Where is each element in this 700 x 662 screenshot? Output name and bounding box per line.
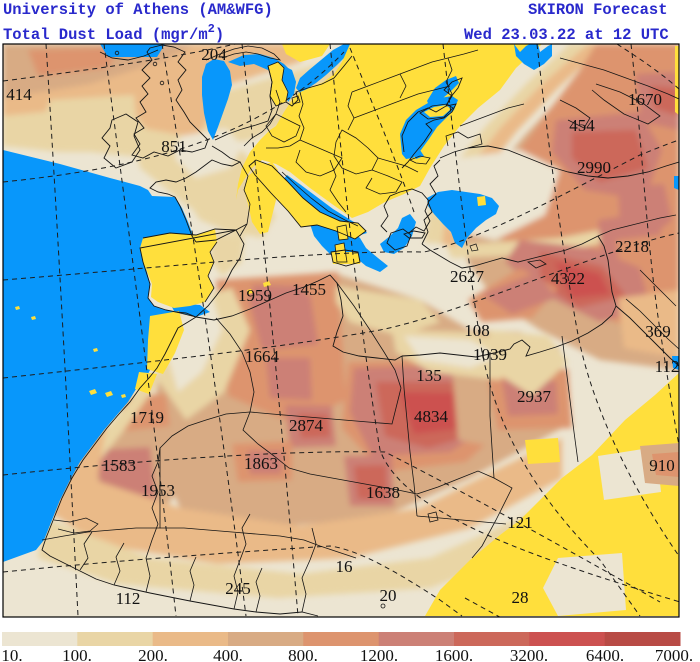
svg-text:851: 851	[161, 137, 187, 156]
svg-text:910: 910	[649, 456, 675, 475]
svg-text:16: 16	[336, 557, 353, 576]
svg-text:108: 108	[464, 321, 490, 340]
svg-text:1664: 1664	[245, 347, 280, 366]
svg-text:369: 369	[645, 322, 671, 341]
svg-text:2990: 2990	[577, 158, 611, 177]
svg-text:28: 28	[512, 588, 529, 607]
svg-text:121: 121	[507, 513, 533, 532]
svg-text:112: 112	[655, 357, 680, 376]
svg-text:10.: 10.	[1, 646, 22, 662]
svg-text:1719: 1719	[130, 408, 164, 427]
svg-text:2627: 2627	[450, 267, 485, 286]
svg-text:1959: 1959	[238, 286, 272, 305]
svg-text:204: 204	[201, 45, 227, 64]
svg-text:200.: 200.	[138, 646, 168, 662]
svg-text:Total Dust Load (mgr/m2): Total Dust Load (mgr/m2)	[3, 22, 224, 44]
svg-text:1455: 1455	[292, 280, 326, 299]
svg-text:6400.: 6400.	[586, 646, 624, 662]
svg-text:454: 454	[569, 116, 595, 135]
svg-text:1638: 1638	[366, 483, 400, 502]
svg-text:2874: 2874	[289, 416, 324, 435]
svg-text:20: 20	[380, 586, 397, 605]
svg-text:1200.: 1200.	[360, 646, 398, 662]
svg-text:Wed 23.03.22 at 12 UTC: Wed 23.03.22 at 12 UTC	[464, 26, 669, 44]
svg-text:135: 135	[416, 366, 442, 385]
svg-text:1670: 1670	[628, 90, 662, 109]
svg-text:414: 414	[6, 85, 32, 104]
svg-text:1583: 1583	[102, 456, 136, 475]
svg-text:1600.: 1600.	[435, 646, 473, 662]
svg-text:University of Athens (AM&WFG): University of Athens (AM&WFG)	[3, 1, 273, 19]
svg-text:7000.: 7000.	[655, 646, 693, 662]
svg-text:4322: 4322	[551, 269, 585, 288]
svg-text:1863: 1863	[244, 454, 278, 473]
svg-text:1039: 1039	[473, 345, 507, 364]
svg-text:2218: 2218	[615, 237, 649, 256]
svg-text:112: 112	[116, 589, 141, 608]
svg-text:245: 245	[225, 579, 251, 598]
svg-text:1953: 1953	[141, 481, 175, 500]
svg-text:SKIRON Forecast: SKIRON Forecast	[528, 1, 668, 19]
svg-text:800.: 800.	[288, 646, 318, 662]
svg-text:4834: 4834	[414, 407, 449, 426]
svg-text:2937: 2937	[517, 387, 552, 406]
svg-text:100.: 100.	[62, 646, 92, 662]
svg-text:400.: 400.	[213, 646, 243, 662]
svg-text:3200.: 3200.	[510, 646, 548, 662]
